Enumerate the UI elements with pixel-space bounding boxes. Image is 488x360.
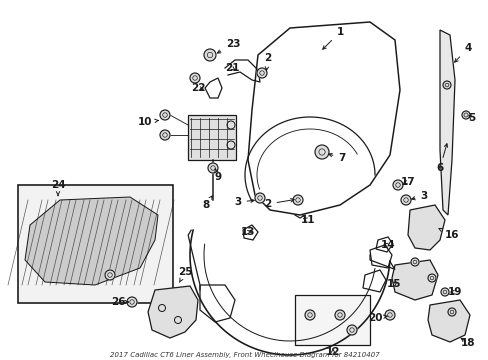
FancyBboxPatch shape bbox=[187, 115, 236, 160]
Circle shape bbox=[447, 308, 455, 316]
Circle shape bbox=[410, 258, 418, 266]
FancyBboxPatch shape bbox=[294, 295, 369, 345]
Text: 7: 7 bbox=[328, 153, 345, 163]
Text: 22: 22 bbox=[190, 83, 205, 93]
Circle shape bbox=[461, 111, 469, 119]
Text: 10: 10 bbox=[138, 117, 158, 127]
Circle shape bbox=[305, 310, 314, 320]
Polygon shape bbox=[427, 300, 469, 342]
Text: 6: 6 bbox=[435, 144, 447, 173]
Text: 19: 19 bbox=[447, 287, 461, 297]
Polygon shape bbox=[148, 286, 198, 338]
Text: 2017 Cadillac CT6 Liner Assembly, Front Wheelhouse Diagram for 84210407: 2017 Cadillac CT6 Liner Assembly, Front … bbox=[109, 352, 379, 358]
Circle shape bbox=[334, 310, 345, 320]
Text: 24: 24 bbox=[51, 180, 65, 195]
Polygon shape bbox=[391, 260, 437, 300]
Circle shape bbox=[440, 288, 448, 296]
Circle shape bbox=[207, 163, 218, 173]
Text: 14: 14 bbox=[380, 240, 394, 250]
Circle shape bbox=[160, 110, 170, 120]
Circle shape bbox=[442, 81, 450, 89]
Circle shape bbox=[190, 73, 200, 83]
Text: 17: 17 bbox=[400, 177, 414, 187]
Text: 2: 2 bbox=[264, 53, 271, 70]
Circle shape bbox=[400, 195, 410, 205]
Text: 1: 1 bbox=[322, 27, 343, 49]
Circle shape bbox=[203, 49, 216, 61]
Circle shape bbox=[254, 193, 264, 203]
Text: 9: 9 bbox=[214, 169, 221, 182]
Circle shape bbox=[160, 130, 170, 140]
Circle shape bbox=[292, 195, 303, 205]
Text: 2: 2 bbox=[264, 198, 294, 209]
Polygon shape bbox=[25, 197, 158, 285]
Text: 4: 4 bbox=[454, 43, 471, 62]
Polygon shape bbox=[439, 30, 454, 215]
Text: 15: 15 bbox=[386, 279, 401, 289]
Text: 13: 13 bbox=[240, 227, 255, 237]
Text: 16: 16 bbox=[438, 229, 458, 240]
Circle shape bbox=[384, 310, 394, 320]
FancyBboxPatch shape bbox=[18, 185, 173, 303]
Circle shape bbox=[392, 180, 402, 190]
Text: 8: 8 bbox=[202, 196, 212, 210]
Text: 26: 26 bbox=[110, 297, 128, 307]
Polygon shape bbox=[407, 205, 444, 250]
Text: 5: 5 bbox=[468, 113, 475, 123]
Circle shape bbox=[257, 68, 266, 78]
Text: 20: 20 bbox=[367, 313, 387, 323]
Text: 18: 18 bbox=[460, 338, 474, 348]
Text: 21: 21 bbox=[224, 63, 239, 73]
Text: 11: 11 bbox=[300, 215, 315, 225]
Circle shape bbox=[346, 325, 356, 335]
Text: 3: 3 bbox=[411, 191, 427, 201]
Text: 3: 3 bbox=[234, 197, 254, 207]
Text: 25: 25 bbox=[177, 267, 192, 282]
Circle shape bbox=[105, 270, 115, 280]
Text: 12: 12 bbox=[325, 347, 340, 357]
Circle shape bbox=[427, 274, 435, 282]
Circle shape bbox=[314, 145, 328, 159]
Text: 23: 23 bbox=[217, 39, 240, 53]
Circle shape bbox=[127, 297, 137, 307]
